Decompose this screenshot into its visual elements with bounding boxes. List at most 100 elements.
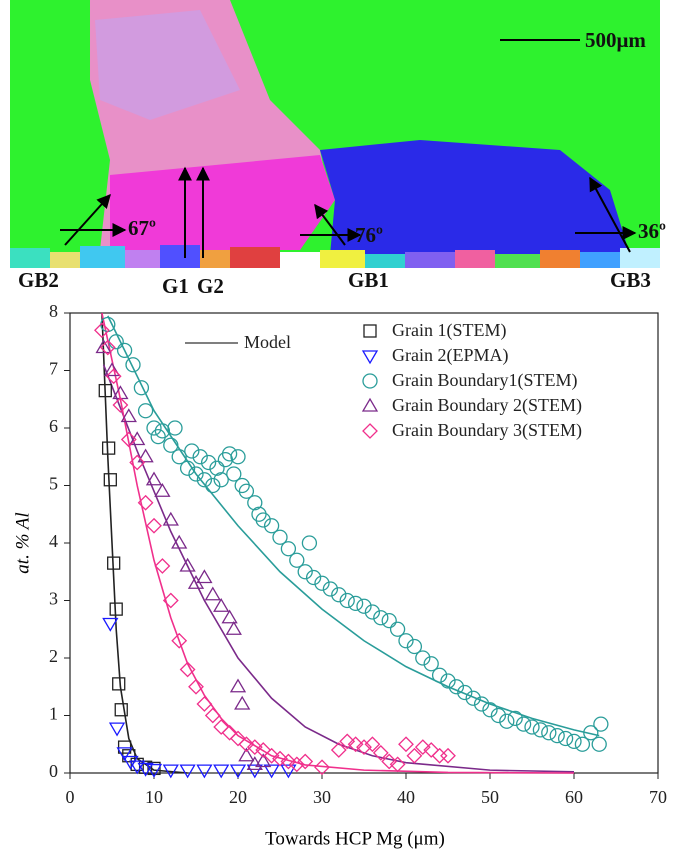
point [372,744,389,761]
point [184,443,200,459]
map-label: GB2 [18,268,59,292]
point [414,739,431,756]
y-tick-label: 6 [49,416,58,436]
point [297,564,313,580]
point [272,750,288,767]
point [162,511,179,526]
point [490,707,507,724]
point [583,725,599,741]
point [120,408,137,423]
point [255,742,272,758]
point [593,716,609,732]
point [179,764,196,779]
point [147,761,161,776]
point [226,466,242,482]
y-tick-label: 8 [49,301,58,321]
x-tick-label: 30 [313,787,331,807]
point [99,339,116,356]
point [566,733,582,750]
point [280,541,297,557]
point [297,753,314,770]
point [301,535,318,551]
point [225,620,242,635]
point [171,449,187,465]
point [440,747,456,764]
angle-label: 67º [128,216,156,240]
point [103,362,121,377]
point [205,477,221,494]
point [549,727,565,744]
point [108,722,126,737]
y-tick-label: 2 [49,646,58,666]
point [204,586,221,601]
point [423,656,439,672]
point [179,661,196,678]
y-tick-label: 5 [49,474,58,494]
point [129,454,146,471]
point [322,581,339,597]
point [524,719,540,735]
point [192,449,208,465]
x-axis-label: Towards HCP Mg (μm) [265,828,445,849]
point [213,597,230,612]
point [499,713,515,729]
point [109,602,123,616]
point [541,725,557,741]
point [457,684,473,701]
point [330,742,347,758]
point [229,764,247,779]
point [532,722,549,738]
point [255,512,271,528]
point [101,441,116,455]
point [247,495,263,511]
point [163,437,179,453]
point [122,755,139,770]
point [213,472,229,488]
point [238,747,255,762]
model-line [102,364,575,773]
y-tick-label: 7 [49,359,58,379]
point [112,397,129,413]
chart: Towards HCP Mg (μm) at. % Al 0 10 20 30 40 50… [12,301,667,849]
point [246,739,263,756]
point [196,569,213,584]
grain-region [320,140,630,255]
point [389,756,406,773]
point [145,763,163,778]
point [154,482,171,497]
legend-label: Grain Boundary 3(STEM) [392,420,582,441]
point [146,517,162,534]
point [188,466,204,482]
point [431,747,448,764]
point [229,678,247,693]
x-tick-label: 0 [66,787,75,807]
legend-marker [362,423,378,439]
point [423,742,440,758]
point [431,667,448,683]
x-tick-label: 10 [145,787,163,807]
point [591,736,607,752]
scale-label: 500μm [585,28,646,52]
point [347,595,364,612]
point [102,617,119,632]
legend-label: Grain Boundary 2(STEM) [392,395,582,416]
point [272,529,288,545]
point [280,764,297,779]
legend-label: Model [244,332,291,352]
point [116,342,133,359]
point [94,322,110,339]
arrows [60,39,637,258]
point [389,621,406,637]
point [356,739,372,756]
map-label: GB1 [348,268,389,292]
point [105,368,122,385]
point [373,610,389,626]
point [162,592,179,609]
point [171,534,188,549]
y-tick-label: 1 [49,704,58,724]
point [339,592,355,609]
legend-marker [363,324,377,338]
y-axis-label: at. % Al [12,512,33,573]
